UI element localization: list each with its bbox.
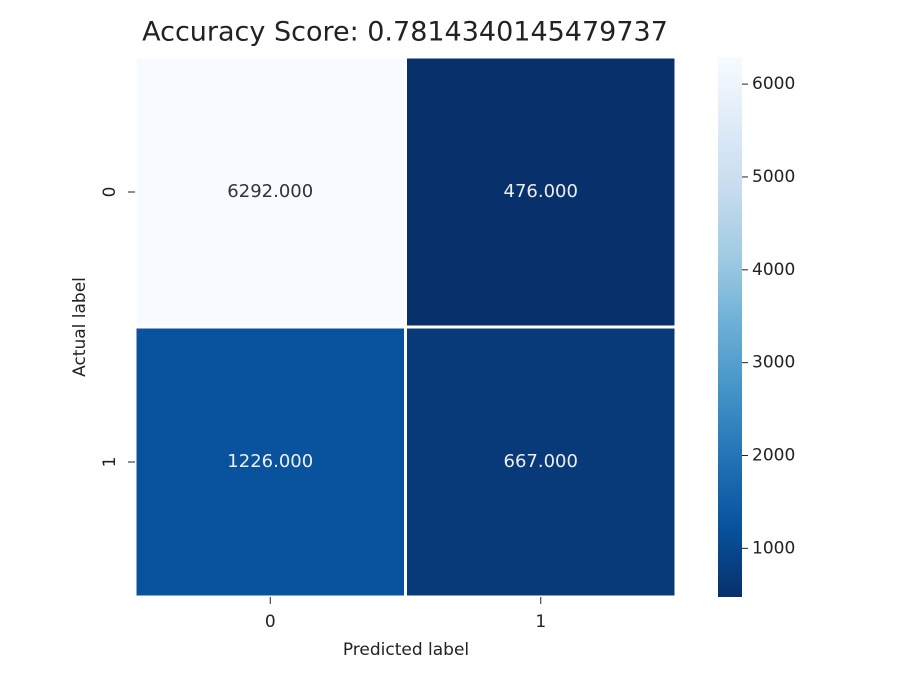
cell-label: 667.000 [504, 451, 578, 472]
x-axis-label: Predicted label [343, 640, 469, 660]
cell-label: 6292.000 [227, 181, 313, 202]
heatmap-cell [404, 55, 678, 329]
heatmap-cell [133, 55, 407, 329]
x-tick-label: 1 [535, 612, 546, 632]
colorbar-tick-label: 6000 [752, 74, 795, 94]
cell-label: 476.000 [504, 181, 578, 202]
y-tick-label: 1 [100, 457, 120, 468]
colorbar-tick-label: 4000 [752, 260, 795, 280]
colorbar-tick-label: 5000 [752, 167, 795, 187]
cell-label: 1226.000 [227, 451, 313, 472]
colorbar-tick-label: 2000 [752, 446, 795, 466]
colorbar-tick-label: 3000 [752, 353, 795, 373]
x-tick-label: 0 [265, 612, 276, 632]
colorbar [718, 57, 742, 597]
heatmap-cell [133, 325, 407, 599]
y-tick-label: 0 [100, 187, 120, 198]
chart-title: Accuracy Score: 0.7814340145479737 [142, 17, 668, 48]
colorbar-tick-label: 1000 [752, 538, 795, 558]
y-axis-label: Actual label [70, 277, 90, 377]
heatmap-cell [404, 325, 678, 599]
